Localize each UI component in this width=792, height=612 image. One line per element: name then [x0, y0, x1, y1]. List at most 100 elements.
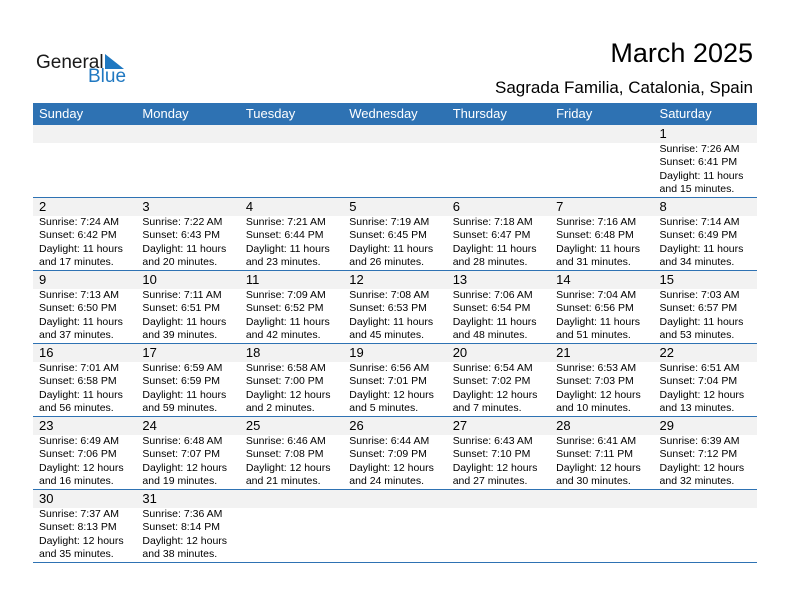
daylight-text: Daylight: 11 hours [349, 315, 434, 328]
empty-cell [654, 490, 757, 562]
day-cell: 15 Sunrise: 7:03 AM Sunset: 6:57 PM Dayligh… [654, 271, 757, 343]
daylight-text: Daylight: 11 hours [659, 315, 744, 328]
sunrise-text: Sunrise: 7:19 AM [349, 216, 430, 228]
sunset-text: Sunset: 6:58 PM [39, 375, 117, 388]
daylight-minutes-text: and 10 minutes. [556, 402, 631, 415]
date-band [33, 344, 757, 362]
daylight-text: Daylight: 12 hours [245, 461, 331, 474]
day-cell: 1 Sunrise: 7:26 AM Sunset: 6:41 PM Daylight… [654, 125, 757, 197]
daylight-text: Daylight: 12 hours [245, 388, 331, 401]
daylight-minutes-text: and 53 minutes. [659, 329, 735, 342]
sunrise-text: Sunrise: 6:49 AM [39, 435, 119, 447]
day-cell: 27 Sunrise: 6:43 AM Sunset: 7:10 PM Dayligh… [447, 417, 550, 489]
sunset-text: Sunset: 6:49 PM [659, 229, 738, 242]
weekday-wednesday: Wednesday [349, 106, 418, 121]
empty-cell [447, 490, 550, 562]
day-number: 31 [142, 491, 157, 506]
daylight-minutes-text: and 45 minutes. [349, 329, 424, 342]
daylight-minutes-text: and 5 minutes. [349, 402, 419, 415]
logo-triangle-icon [105, 54, 124, 69]
daylight-minutes-text: and 37 minutes. [39, 329, 114, 342]
sunset-text: Sunset: 6:53 PM [349, 302, 427, 315]
week-row: 2 Sunrise: 7:24 AM Sunset: 6:42 PM Daylight… [33, 198, 757, 271]
empty-cell [136, 125, 239, 197]
week-row: 1 Sunrise: 7:26 AM Sunset: 6:41 PM Daylight… [33, 125, 757, 198]
logo-blue-text: Blue [88, 66, 127, 87]
daylight-minutes-text: and 51 minutes. [556, 329, 631, 342]
sunset-text: Sunset: 7:01 PM [349, 375, 427, 388]
daylight-minutes-text: and 32 minutes. [659, 475, 735, 488]
sunrise-text: Sunrise: 6:41 AM [556, 435, 637, 447]
sunset-text: Sunset: 6:47 PM [452, 229, 531, 242]
sunrise-text: Sunrise: 7:14 AM [659, 216, 740, 228]
day-number: 13 [452, 272, 468, 287]
daylight-minutes-text: and 23 minutes. [245, 256, 321, 269]
sunset-text: Sunset: 7:10 PM [452, 448, 531, 461]
sunset-text: Sunset: 6:51 PM [142, 302, 221, 315]
day-number: 2 [39, 199, 47, 214]
day-number: 11 [245, 272, 260, 287]
sunrise-text: Sunrise: 7:22 AM [142, 216, 223, 228]
day-cell: 12 Sunrise: 7:08 AM Sunset: 6:53 PM Dayligh… [343, 271, 446, 343]
day-number: 17 [142, 345, 157, 360]
day-number: 3 [142, 199, 150, 214]
day-cell: 17 Sunrise: 6:59 AM Sunset: 6:59 PM Dayligh… [136, 344, 239, 416]
day-number: 8 [659, 199, 667, 214]
sunrise-text: Sunrise: 6:58 AM [245, 362, 326, 374]
daylight-minutes-text: and 39 minutes. [142, 329, 218, 342]
day-number: 22 [659, 345, 674, 360]
daylight-text: Daylight: 11 hours [452, 315, 537, 328]
sunrise-text: Sunrise: 7:03 AM [659, 289, 740, 301]
date-band [33, 417, 757, 435]
sunset-text: Sunset: 7:09 PM [349, 448, 427, 461]
day-number: 30 [39, 491, 54, 506]
sunrise-text: Sunrise: 6:53 AM [556, 362, 637, 374]
week-row: 30 Sunrise: 7:37 AM Sunset: 8:13 PM Dayligh… [33, 490, 757, 563]
sunrise-text: Sunrise: 6:43 AM [452, 435, 533, 447]
day-cell: 28 Sunrise: 6:41 AM Sunset: 7:11 PM Dayligh… [550, 417, 653, 489]
weekday-saturday: Saturday [659, 106, 712, 121]
daylight-minutes-text: and 35 minutes. [39, 548, 114, 561]
day-cell: 30 Sunrise: 7:37 AM Sunset: 8:13 PM Dayligh… [33, 490, 136, 562]
sunrise-text: Sunrise: 7:06 AM [452, 289, 533, 301]
daylight-text: Daylight: 11 hours [39, 388, 123, 401]
daylight-text: Daylight: 11 hours [245, 315, 330, 328]
week-row: 16 Sunrise: 7:01 AM Sunset: 6:58 PM Dayligh… [33, 344, 757, 417]
daylight-minutes-text: and 16 minutes. [39, 475, 114, 488]
sunrise-text: Sunrise: 6:54 AM [452, 362, 533, 374]
day-number: 1 [659, 126, 667, 141]
sunrise-text: Sunrise: 7:01 AM [39, 362, 119, 374]
weekday-thursday: Thursday [452, 106, 507, 121]
day-number: 4 [245, 199, 254, 214]
weekday-tuesday: Tuesday [245, 106, 296, 121]
sunrise-text: Sunrise: 7:11 AM [142, 289, 222, 301]
sunset-text: Sunset: 6:44 PM [245, 229, 324, 242]
day-number: 19 [349, 345, 364, 360]
day-cell: 6 Sunrise: 7:18 AM Sunset: 6:47 PM Daylight… [447, 198, 550, 270]
weekday-monday: Monday [142, 106, 189, 121]
sunset-text: Sunset: 8:14 PM [142, 521, 221, 534]
sunset-text: Sunset: 8:13 PM [39, 521, 117, 534]
location-subtitle: Sagrada Familia, Catalonia, Spain [495, 78, 753, 97]
day-cell: 8 Sunrise: 7:14 AM Sunset: 6:49 PM Daylight… [654, 198, 757, 270]
day-number: 18 [245, 345, 261, 360]
day-number: 10 [142, 272, 157, 287]
daylight-minutes-text: and 24 minutes. [349, 475, 424, 488]
daylight-text: Daylight: 11 hours [349, 242, 434, 255]
day-number: 25 [245, 418, 261, 433]
daylight-minutes-text: and 30 minutes. [556, 475, 631, 488]
sunrise-text: Sunrise: 6:48 AM [142, 435, 223, 447]
day-number: 27 [452, 418, 468, 433]
sunset-text: Sunset: 7:11 PM [556, 448, 633, 461]
day-cell: 5 Sunrise: 7:19 AM Sunset: 6:45 PM Daylight… [343, 198, 446, 270]
sunset-text: Sunset: 7:08 PM [245, 448, 324, 461]
daylight-minutes-text: and 28 minutes. [452, 256, 528, 269]
sunrise-text: Sunrise: 7:09 AM [245, 289, 326, 301]
sunrise-text: Sunrise: 7:18 AM [452, 216, 533, 228]
sunrise-text: Sunrise: 7:36 AM [142, 508, 223, 520]
day-cell: 2 Sunrise: 7:24 AM Sunset: 6:42 PM Daylight… [33, 198, 136, 270]
daylight-minutes-text: and 56 minutes. [39, 402, 114, 415]
empty-cell [343, 490, 446, 562]
empty-cell [343, 125, 446, 197]
sunrise-text: Sunrise: 7:04 AM [556, 289, 637, 301]
